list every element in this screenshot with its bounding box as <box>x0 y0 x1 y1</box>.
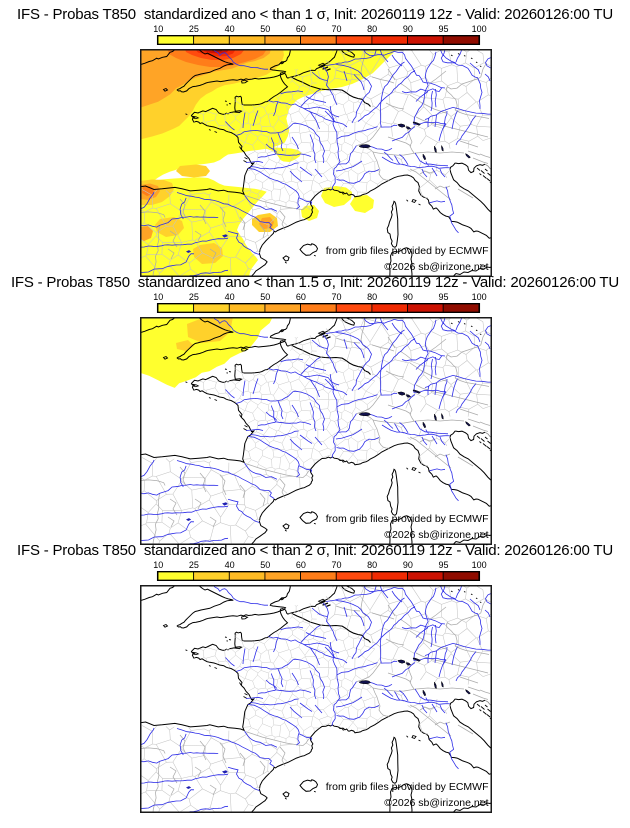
svg-text:from grib files provided by EC: from grib files provided by ECMWF <box>326 781 489 793</box>
svg-text:©2026 sb@irizone.net: ©2026 sb@irizone.net <box>384 797 488 809</box>
svg-text:©2026 sb@irizone.net: ©2026 sb@irizone.net <box>384 529 488 541</box>
svg-text:©2026 sb@irizone.net: ©2026 sb@irizone.net <box>384 261 488 273</box>
svg-text:from grib files provided by EC: from grib files provided by ECMWF <box>326 245 489 257</box>
svg-text:from grib files provided by EC: from grib files provided by ECMWF <box>326 513 489 525</box>
